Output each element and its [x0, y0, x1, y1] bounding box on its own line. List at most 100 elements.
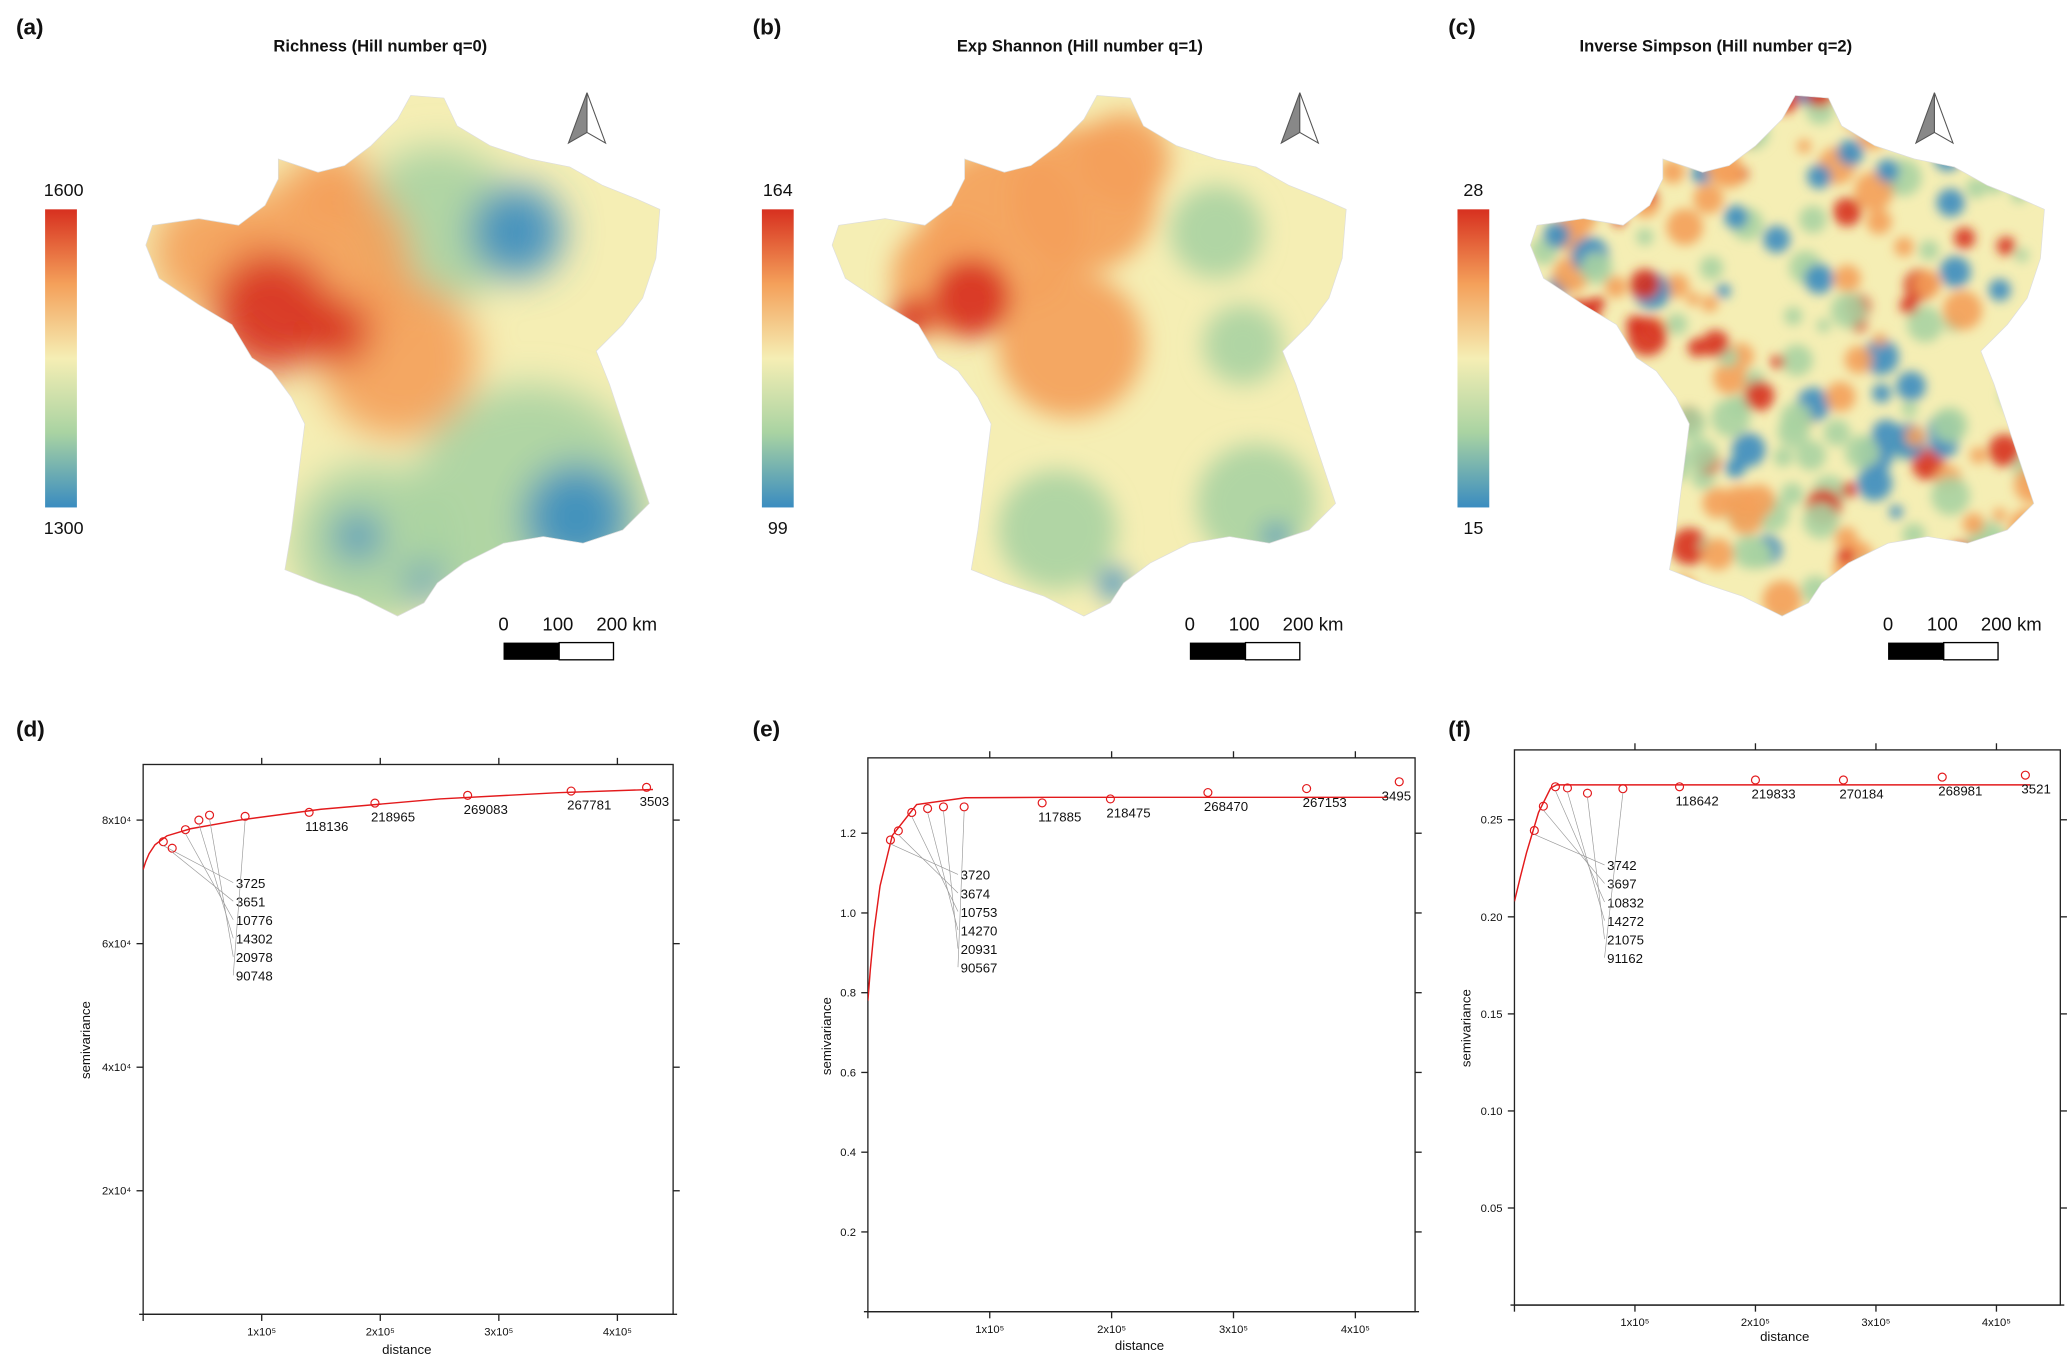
surface-patch — [1911, 448, 1945, 481]
surface-patch — [1773, 447, 1793, 467]
map-panel-c: (c) Inverse Simpson (Hill number q=2) 28… — [1448, 14, 2046, 661]
surface-patch — [1939, 256, 1971, 288]
panel-label: (c) — [1448, 14, 1476, 39]
point-pair-count: 20931 — [961, 942, 998, 957]
surface-patch — [1564, 431, 1599, 466]
surface-patch — [1904, 426, 1925, 447]
surface-patch — [997, 271, 1144, 418]
surface-patch — [1901, 401, 1918, 418]
surface-patch — [1844, 110, 1866, 132]
surface-patch — [523, 463, 630, 570]
surface-patch — [1640, 455, 1674, 489]
semivariance-point — [1394, 777, 1404, 787]
surface-patch — [1562, 110, 1590, 138]
fitted-variogram-line — [143, 788, 653, 870]
surface-patch — [1844, 346, 1873, 374]
y-tick-label: 0.05 — [1481, 1203, 1503, 1215]
scale-label-100: 100 — [542, 614, 573, 635]
surface-patch — [1599, 525, 1630, 557]
surface-patch — [1966, 134, 2002, 170]
surface-patch — [1543, 221, 1571, 249]
surface-patch — [1561, 299, 1600, 338]
surface-patch — [1585, 120, 1602, 136]
surface-patch — [1965, 177, 1987, 199]
x-tick-label: 2x10⁵ — [1097, 1324, 1126, 1336]
point-pair-count: 10753 — [961, 905, 998, 920]
point-pair-count: 3495 — [1382, 788, 1411, 803]
semivariance-point — [1105, 794, 1115, 804]
point-pair-count: 21075 — [1607, 932, 1644, 947]
y-tick-label: 4x10⁴ — [102, 1062, 131, 1074]
color-bar — [45, 209, 77, 508]
y-tick-label: 0.15 — [1481, 1009, 1503, 1021]
surface-patch — [1546, 333, 1570, 357]
y-axis-label: semivariance — [78, 1001, 93, 1079]
surface-patch — [1701, 330, 1730, 358]
surface-patch — [1699, 256, 1724, 280]
surface-patch — [1822, 583, 1837, 599]
point-pair-count: 219833 — [1751, 787, 1795, 802]
semivariance-point — [463, 790, 473, 800]
surface-patch — [1604, 276, 1627, 298]
surface-patch — [1807, 164, 1832, 189]
exp-shannon-map — [831, 94, 1347, 617]
point-pair-count: 269083 — [464, 802, 508, 817]
surface-patch — [1549, 123, 1570, 144]
surface-patch — [1624, 421, 1649, 446]
surface-patch — [1735, 115, 1756, 135]
surface-patch — [2009, 339, 2029, 358]
scale-label-200: 200 km — [1981, 614, 2042, 635]
point-pair-count: 118136 — [305, 819, 348, 834]
surface-patch — [1763, 225, 1791, 253]
surface-patch — [1872, 333, 1887, 347]
surface-patch — [1617, 395, 1637, 415]
y-tick-label: 0.2 — [840, 1227, 856, 1239]
surface-patch — [1203, 304, 1283, 385]
surface-patch — [1988, 434, 2021, 467]
point-pair-count: 91162 — [1607, 951, 1643, 966]
y-tick-label: 0.8 — [840, 988, 856, 1000]
point-pair-count: 218475 — [1106, 805, 1150, 820]
panel-label: (b) — [753, 14, 782, 39]
point-pair-count: 268981 — [1938, 784, 1982, 799]
surface-patch — [1531, 327, 1560, 356]
surface-patch — [1629, 100, 1655, 127]
plot-frame — [142, 763, 674, 1315]
surface-patch — [1702, 487, 1734, 519]
surface-patch — [1856, 557, 1875, 576]
surface-patch — [1896, 371, 1926, 402]
label-leader-line — [911, 816, 959, 912]
surface-patch — [1630, 406, 1661, 437]
surface-patch — [1837, 547, 1855, 565]
y-tick-label: 8x10⁴ — [102, 815, 131, 827]
panel-label: (d) — [16, 717, 45, 742]
semivariance-point — [194, 815, 204, 825]
panel-label: (a) — [16, 14, 44, 39]
point-pair-count: 3720 — [961, 868, 990, 883]
surface-patch — [1833, 264, 1861, 292]
surface-patch — [1973, 113, 1995, 135]
x-tick-label: 1x10⁵ — [247, 1327, 276, 1339]
semivariance-point — [204, 810, 215, 820]
surface-patch — [1586, 342, 1615, 371]
surface-patch — [1832, 197, 1862, 227]
surface-patch — [1533, 551, 1563, 582]
scale-label-0: 0 — [1883, 614, 1893, 635]
surface-patch — [1626, 95, 1642, 104]
point-pair-count: 118642 — [1676, 793, 1719, 808]
surface-patch — [1841, 482, 1857, 498]
surface-patch — [2014, 135, 2035, 155]
scale-bar — [1888, 641, 1999, 661]
surface-patch — [1942, 290, 1983, 330]
surface-patch — [1629, 422, 1645, 439]
point-pair-count: 3674 — [961, 886, 990, 901]
legend-max: 1600 — [44, 180, 84, 200]
x-axis-label: distance — [382, 1342, 431, 1357]
surface-patch — [1825, 381, 1856, 412]
surface-patch — [1894, 581, 1929, 617]
surface-patch — [1666, 585, 1685, 604]
scale-bar — [503, 641, 615, 661]
surface-patch — [2012, 545, 2045, 581]
plot-frame — [867, 757, 1416, 1313]
surface-patch — [1834, 526, 1858, 550]
